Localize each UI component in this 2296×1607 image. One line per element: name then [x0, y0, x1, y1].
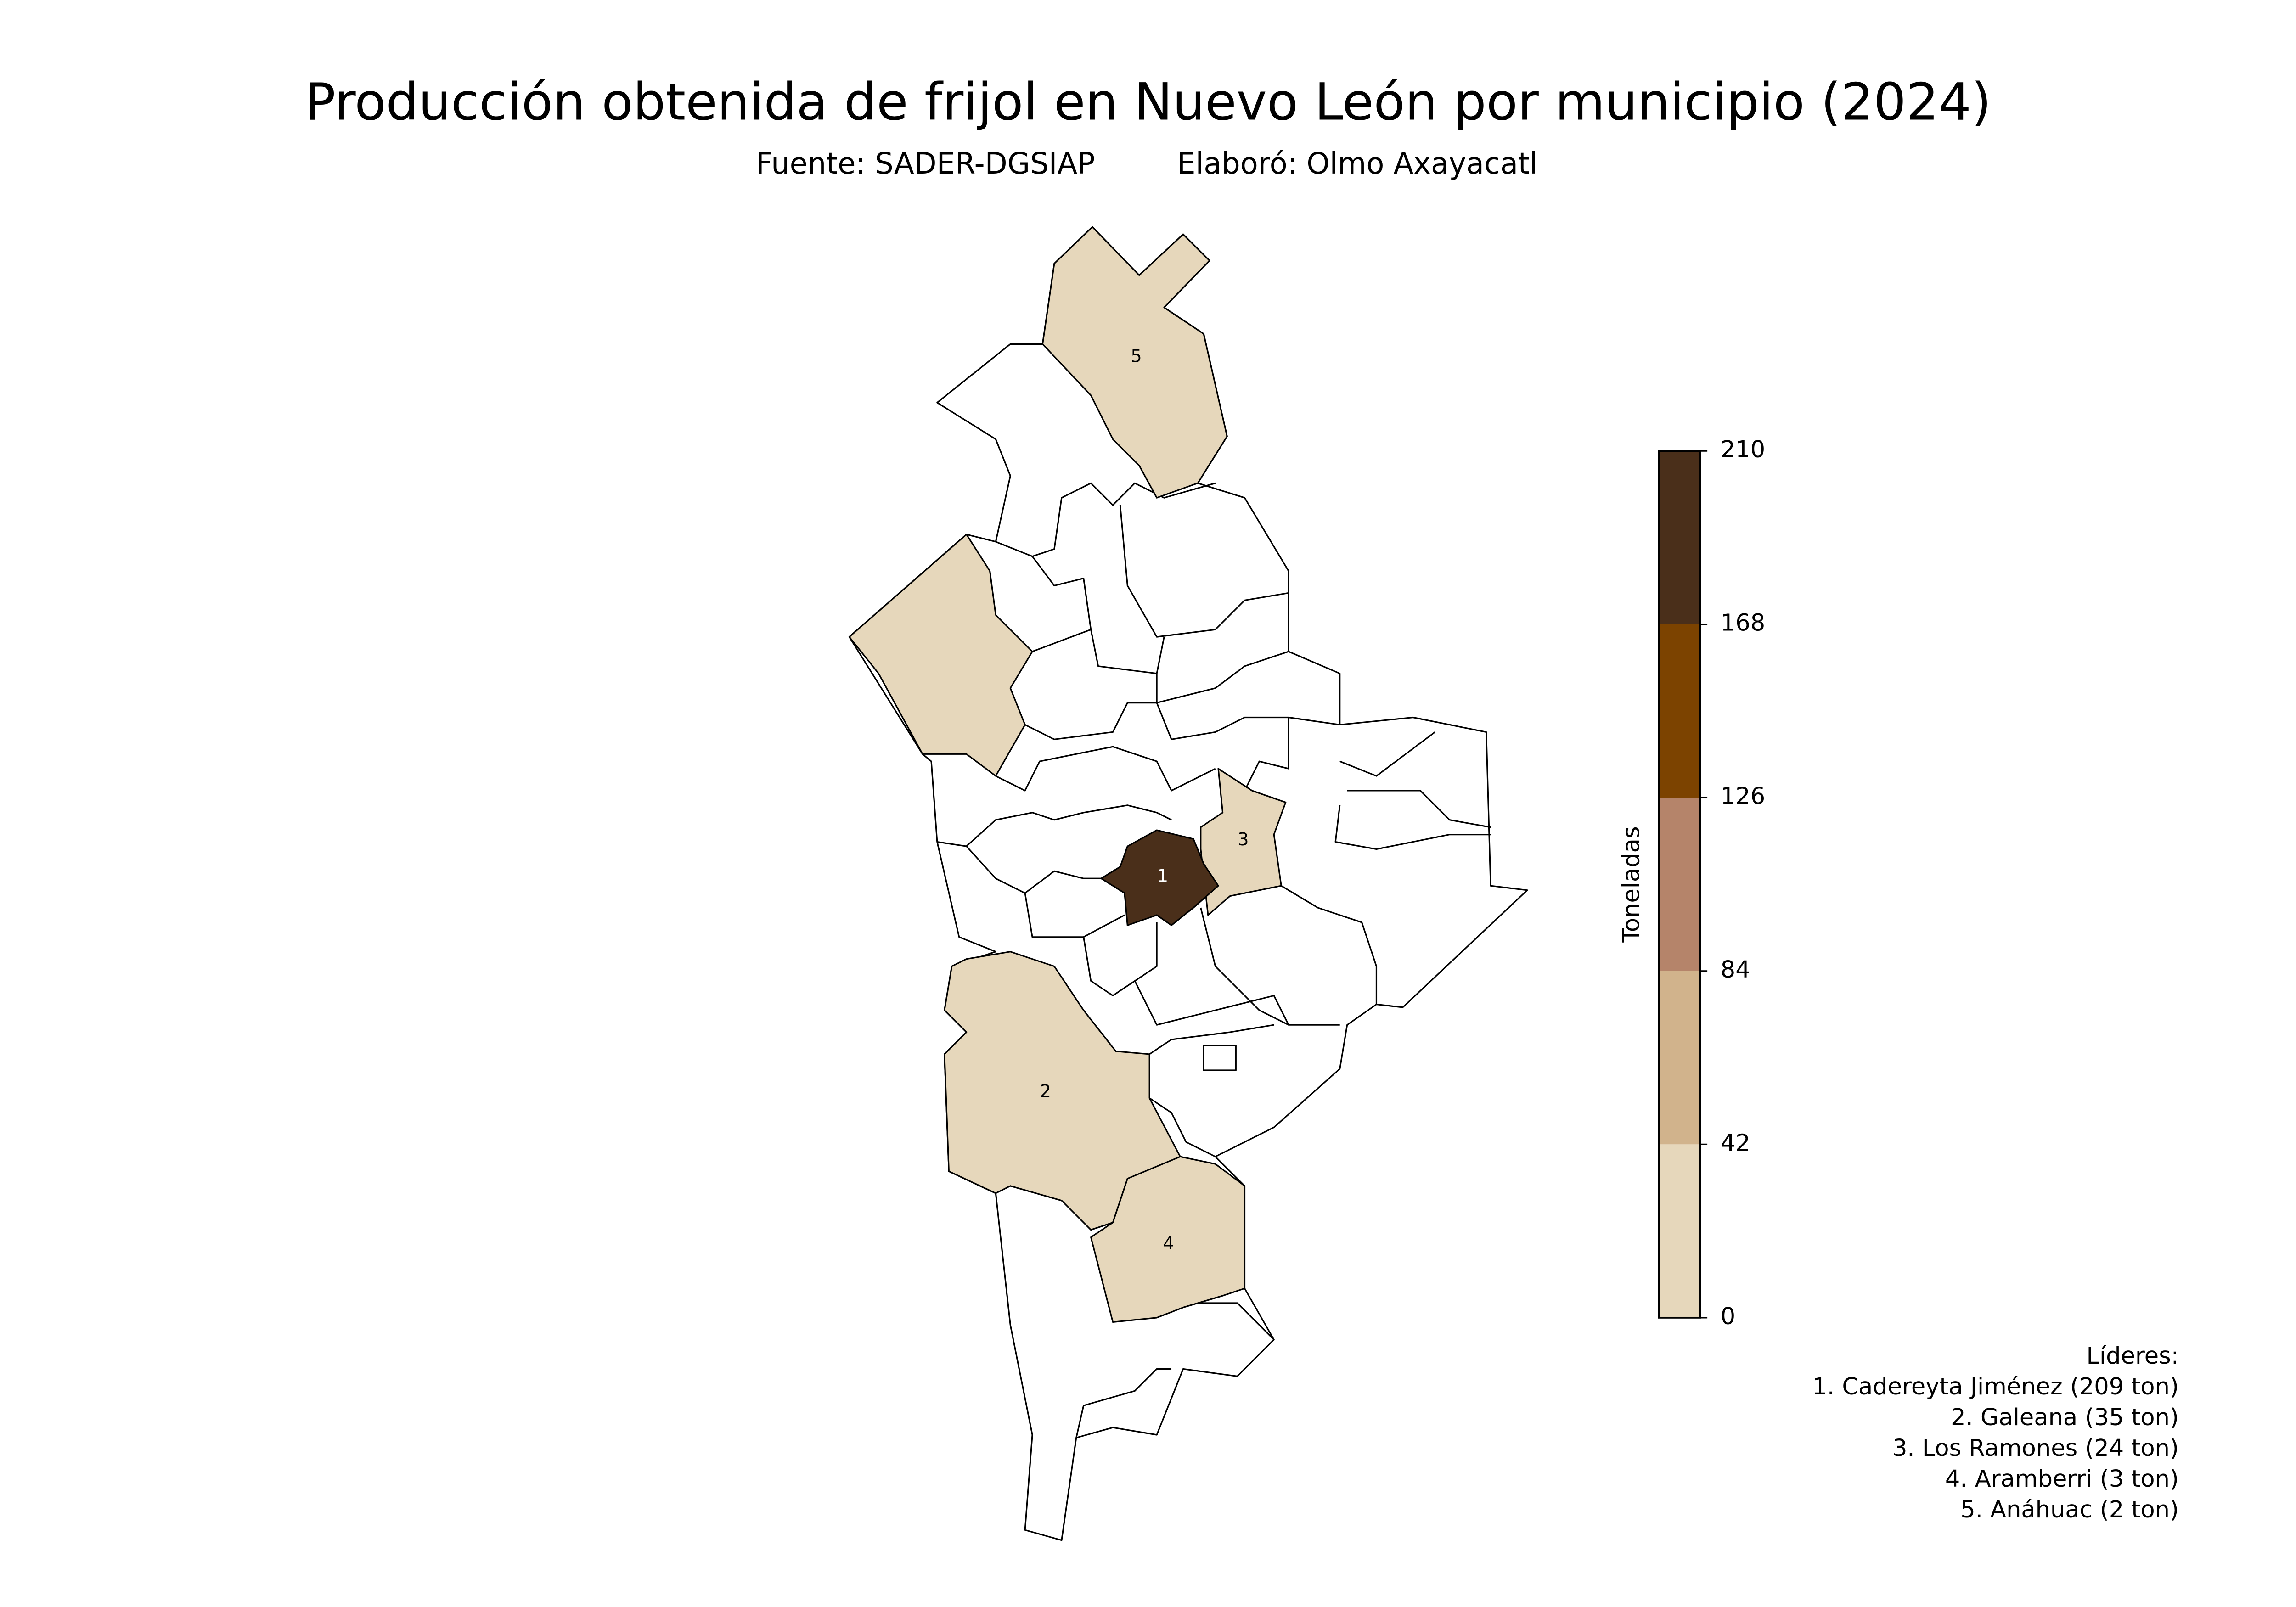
leaders-list: 1. Cadereyta Jiménez (209 ton) 2. Galeana… — [1812, 1373, 2178, 1523]
map: 1 2 3 4 5 — [848, 226, 1528, 1541]
colorbar-tick-label: 168 — [1721, 610, 1765, 637]
leader-entry: 1. Cadereyta Jiménez (209 ton) — [1812, 1373, 2178, 1400]
leader-entry: 2. Galeana (35 ton) — [1951, 1404, 2179, 1431]
leader-region — [1100, 829, 1219, 926]
municipal-borders — [937, 482, 1491, 1438]
map-label: 4 — [1163, 1233, 1174, 1254]
leader-entry: 5. Anáhuac (2 ton) — [1960, 1496, 2179, 1523]
leader-entry: 4. Aramberri (3 ton) — [1945, 1466, 2179, 1493]
leader-region — [1200, 768, 1287, 916]
leaders-title: Líderes: — [2087, 1343, 2179, 1370]
map-label: 1 — [1157, 866, 1168, 887]
colorbar-tick-label: 210 — [1721, 436, 1765, 463]
leader-region — [1090, 1156, 1246, 1323]
leader-region — [1041, 226, 1228, 499]
source: Fuente: SADER-DGSIAP — [756, 147, 1095, 181]
map-label: 5 — [1131, 346, 1142, 367]
colorbar-tick-label: 0 — [1721, 1303, 1735, 1330]
colorbar-bin — [1659, 1144, 1700, 1318]
colorbar-bin — [1659, 451, 1700, 624]
colorbar: 0 42 84 126 168 210 — [1658, 436, 1765, 1330]
colorbar-bin — [1659, 971, 1700, 1145]
colorbar-frame — [1658, 450, 1701, 1319]
author: Elaboró: Olmo Axayacatl — [1177, 147, 1538, 181]
colorbar-tick-label: 126 — [1721, 783, 1765, 810]
colorbar-bin — [1659, 798, 1700, 971]
map-label: 3 — [1238, 829, 1249, 850]
colorbar-label: Toneladas — [1618, 826, 1645, 943]
municipality — [1203, 1045, 1237, 1071]
colorbar-tick-label: 84 — [1721, 956, 1750, 983]
leader-entry: 3. Los Ramones (24 ton) — [1892, 1435, 2179, 1462]
colorbar-bin — [1659, 624, 1700, 798]
title: Producción obtenida de frijol en Nuevo L… — [304, 72, 1991, 132]
map-label: 2 — [1040, 1081, 1051, 1101]
colorbar-tick-label: 42 — [1721, 1129, 1750, 1157]
municipality-small — [848, 534, 1033, 777]
